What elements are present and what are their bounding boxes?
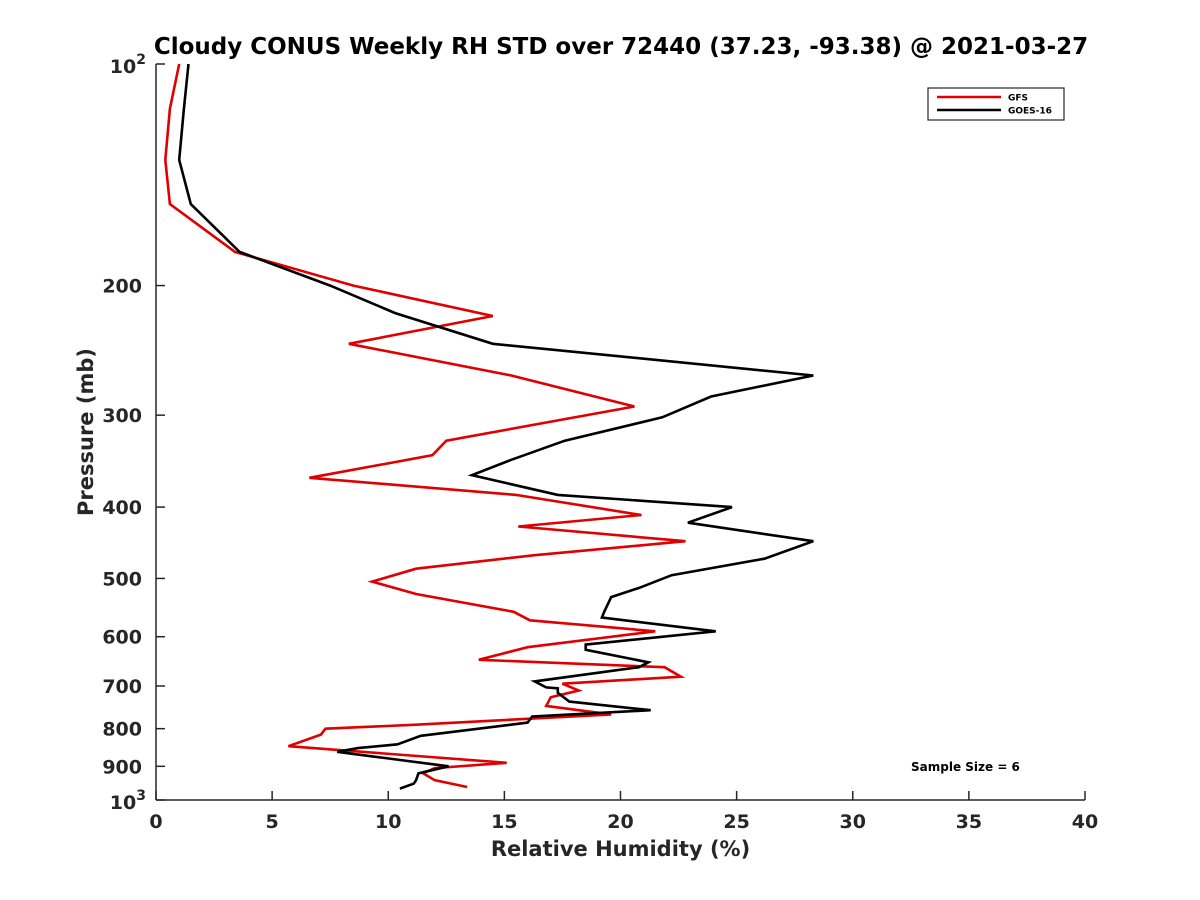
y-ticks: 200 300 400 500 600 700 800 900 102 103	[102, 52, 165, 814]
sample-size-annotation: Sample Size = 6	[911, 760, 1020, 774]
y-tick-label: 600	[102, 627, 142, 649]
x-tick-label: 10	[375, 811, 401, 833]
y-tick-label: 500	[102, 568, 142, 590]
y-tick-label: 700	[102, 676, 142, 698]
series-line-gfs	[163, 63, 686, 789]
x-tick-label: 30	[840, 811, 866, 833]
y-tick-label: 102	[110, 52, 146, 78]
y-tick-label: 400	[102, 497, 142, 519]
x-tick-label: 5	[266, 811, 279, 833]
series-lines	[163, 63, 814, 790]
legend-box	[927, 87, 1065, 121]
legend-label-goes16: GOES-16	[1008, 107, 1052, 117]
legend-label-gfs: GFS	[1008, 94, 1028, 104]
axes	[155, 64, 1085, 801]
y-tick-label: 300	[102, 405, 142, 427]
x-ticks: 0 5 10 15 20 25 30 35 40	[149, 791, 1098, 833]
y-tick-label: 800	[102, 719, 142, 741]
x-tick-label: 0	[149, 811, 162, 833]
y-tick-label: 900	[102, 756, 142, 778]
legend: GFS GOES-16	[927, 87, 1065, 121]
x-axis-label: Relative Humidity (%)	[491, 837, 750, 861]
x-tick-label: 20	[607, 811, 633, 833]
x-tick-label: 35	[956, 811, 982, 833]
y-axis-label: Pressure (mb)	[74, 348, 98, 516]
x-tick-label: 40	[1072, 811, 1098, 833]
y-tick-label: 200	[102, 276, 142, 298]
x-tick-label: 25	[723, 811, 749, 833]
y-tick-label: 103	[110, 788, 146, 814]
series-line-goes16	[177, 63, 814, 790]
x-tick-label: 15	[491, 811, 517, 833]
chart-title: Cloudy CONUS Weekly RH STD over 72440 (3…	[154, 34, 1088, 60]
